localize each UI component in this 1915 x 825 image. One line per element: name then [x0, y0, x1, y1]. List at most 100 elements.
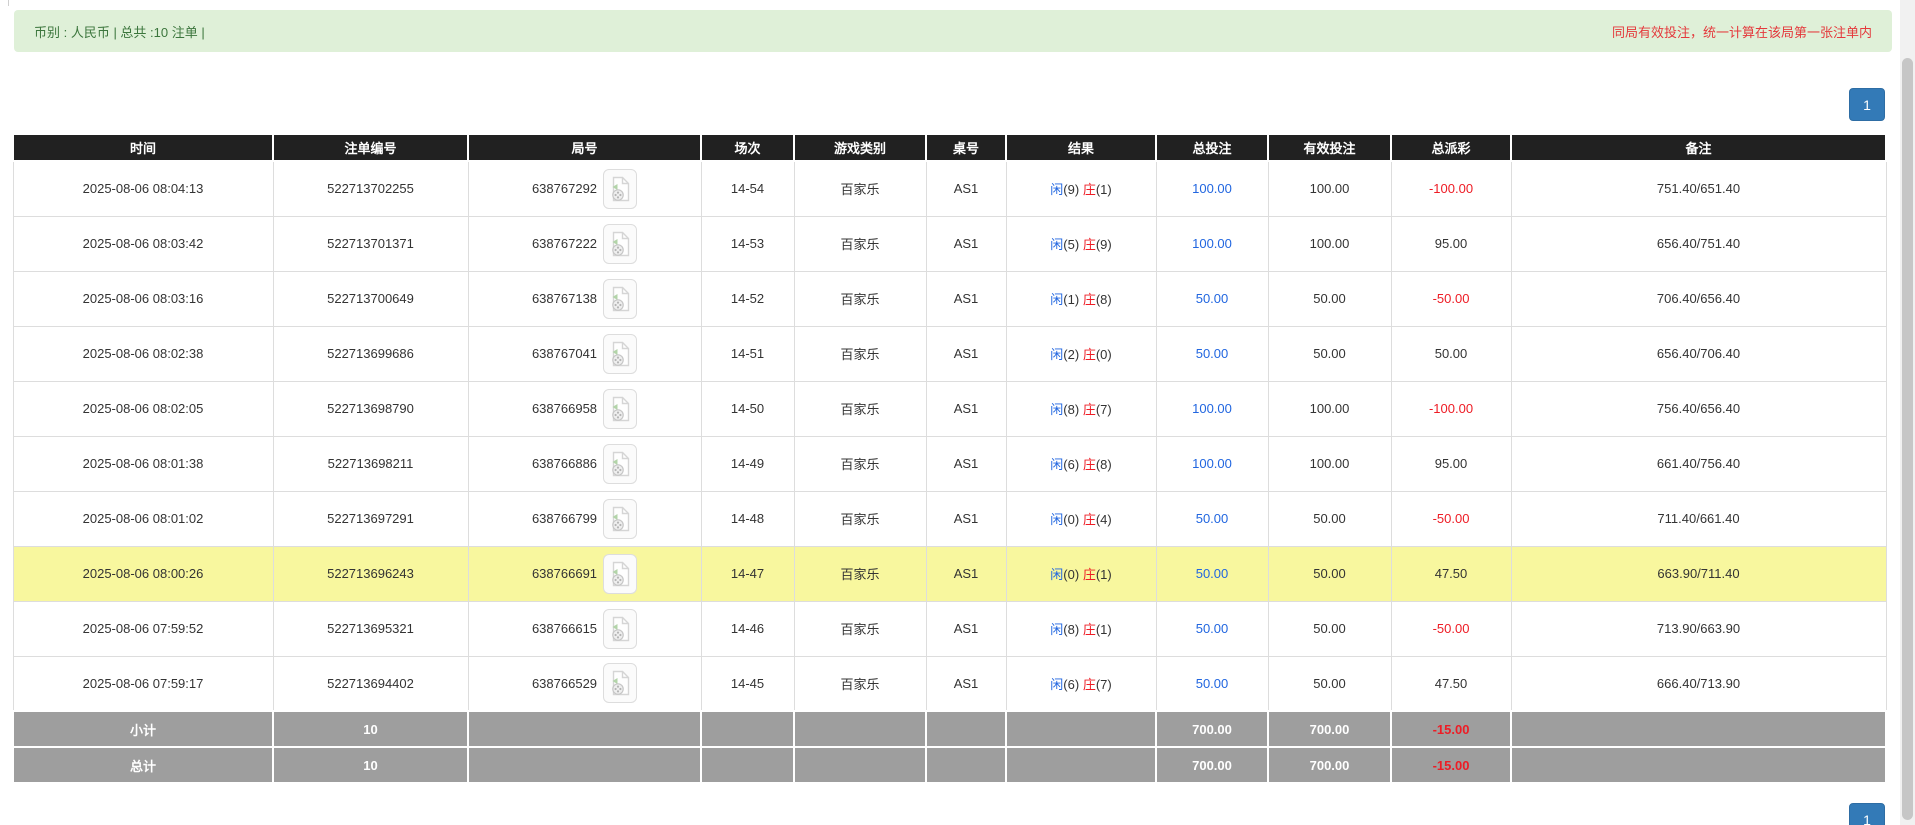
table-row[interactable]: 2025-08-06 08:02:05 522713698790 6387669…: [12, 380, 1887, 437]
video-replay-button[interactable]: [603, 333, 638, 374]
session-cell: 14-45: [700, 655, 795, 712]
pagination-page-1-top[interactable]: 1: [1849, 88, 1885, 121]
remark-cell: 751.40/651.40: [1510, 160, 1887, 217]
payout-cell: -50.00: [1390, 270, 1512, 327]
header-time: 时间: [12, 133, 274, 162]
table-no-cell: AS1: [925, 325, 1007, 382]
valid-bet-cell: 50.00: [1267, 655, 1392, 712]
video-replay-button[interactable]: [603, 608, 638, 649]
remark-cell: 756.40/656.40: [1510, 380, 1887, 437]
table-row[interactable]: 2025-08-06 08:00:26 522713696243 6387666…: [12, 545, 1887, 602]
time-cell: 2025-08-06 07:59:17: [12, 655, 274, 712]
total-count: 10: [272, 746, 469, 784]
time-cell: 2025-08-06 07:59:52: [12, 600, 274, 657]
total-bet-cell: 100.00: [1155, 160, 1269, 217]
total-bet-link[interactable]: 50.00: [1195, 511, 1229, 526]
round-no-cell: 638767222: [467, 215, 702, 272]
table-row[interactable]: 2025-08-06 07:59:17 522713694402 6387665…: [12, 655, 1887, 712]
total-bet-cell: 50.00: [1155, 600, 1269, 657]
subtotal-label: 小计: [12, 710, 274, 748]
game-type-cell: 百家乐: [793, 655, 927, 712]
valid-bet-cell: 50.00: [1267, 600, 1392, 657]
result-banker-score: (1): [1095, 567, 1112, 582]
result-player-score: (5): [1063, 237, 1080, 252]
vertical-scrollbar[interactable]: [1900, 0, 1915, 825]
valid-bet-cell: 50.00: [1267, 490, 1392, 547]
result-banker-score: (4): [1095, 512, 1112, 527]
total-bet-link[interactable]: 100.00: [1192, 456, 1232, 471]
result-banker-label: 庄: [1082, 182, 1096, 198]
payout-cell: 95.00: [1390, 215, 1512, 272]
result-banker-label: 庄: [1082, 622, 1096, 637]
video-replay-button[interactable]: [603, 553, 638, 594]
result-banker-label: 庄: [1082, 402, 1096, 417]
remark-cell: 706.40/656.40: [1510, 270, 1887, 327]
video-replay-icon: [612, 671, 630, 696]
table-row[interactable]: 2025-08-06 08:02:38 522713699686 6387670…: [12, 325, 1887, 382]
total-bet-link[interactable]: 50.00: [1195, 566, 1229, 581]
result-banker-label: 庄: [1082, 347, 1096, 362]
table-row[interactable]: 2025-08-06 08:01:02 522713697291 6387667…: [12, 490, 1887, 547]
video-replay-button[interactable]: [603, 498, 638, 539]
result-player-score: (6): [1063, 676, 1080, 692]
table-header-row: 时间 注单编号 局号 场次 游戏类别 桌号 结果 总投注 有效投注 总派彩 备注: [12, 133, 1887, 162]
session-cell: 14-48: [700, 490, 795, 547]
table-row[interactable]: 2025-08-06 08:03:42 522713701371 6387672…: [12, 215, 1887, 272]
payout-cell: 95.00: [1390, 435, 1512, 492]
result-player-score: (0): [1063, 512, 1080, 527]
time-cell: 2025-08-06 08:01:38: [12, 435, 274, 492]
result-cell: 闲(2) 庄(0): [1005, 325, 1157, 382]
table-row[interactable]: 2025-08-06 07:59:52 522713695321 6387666…: [12, 600, 1887, 657]
video-replay-button[interactable]: [603, 168, 638, 209]
game-type-cell: 百家乐: [793, 325, 927, 382]
video-replay-button[interactable]: [603, 443, 638, 484]
result-player-score: (1): [1063, 292, 1080, 307]
bet-no-cell: 522713694402: [272, 655, 469, 712]
game-type-cell: 百家乐: [793, 270, 927, 327]
time-cell: 2025-08-06 08:03:16: [12, 270, 274, 327]
result-banker-label: 庄: [1082, 457, 1096, 472]
game-type-cell: 百家乐: [793, 600, 927, 657]
header-payout: 总派彩: [1390, 133, 1512, 162]
total-bet-link[interactable]: 50.00: [1195, 346, 1229, 361]
bet-no-cell: 522713702255: [272, 160, 469, 217]
video-replay-button[interactable]: [603, 663, 638, 704]
table-row[interactable]: 2025-08-06 08:01:38 522713698211 6387668…: [12, 435, 1887, 492]
total-bet-link[interactable]: 100.00: [1192, 181, 1232, 197]
total-bet-link[interactable]: 100.00: [1192, 236, 1232, 251]
round-no-text: 638767041: [531, 346, 598, 361]
payout-cell: -50.00: [1390, 600, 1512, 657]
table-no-cell: AS1: [925, 655, 1007, 712]
total-payout: -15.00: [1390, 746, 1512, 784]
panel-edge-divider: [8, 0, 9, 6]
video-replay-icon: [612, 396, 630, 421]
total-bet-link[interactable]: 50.00: [1195, 291, 1229, 306]
time-cell: 2025-08-06 08:04:13: [12, 160, 274, 217]
result-cell: 闲(1) 庄(8): [1005, 270, 1157, 327]
session-cell: 14-46: [700, 600, 795, 657]
valid-bet-cell: 100.00: [1267, 215, 1392, 272]
total-bet-link[interactable]: 100.00: [1192, 401, 1232, 416]
video-replay-button[interactable]: [603, 223, 638, 264]
result-player-score: (8): [1063, 622, 1080, 637]
pagination-page-1-bottom[interactable]: 1: [1849, 803, 1885, 825]
result-banker-score: (9): [1095, 237, 1112, 252]
scrollbar-thumb[interactable]: [1902, 58, 1913, 820]
table-row[interactable]: 2025-08-06 08:03:16 522713700649 6387671…: [12, 270, 1887, 327]
subtotal-row: 小计 10 700.00 700.00 -15.00: [12, 710, 1887, 748]
table-row[interactable]: 2025-08-06 08:04:13 522713702255 6387672…: [12, 160, 1887, 217]
total-bet-link[interactable]: 50.00: [1195, 621, 1229, 636]
total-bet-link[interactable]: 50.00: [1195, 675, 1229, 691]
subtotal-payout: -15.00: [1390, 710, 1512, 748]
result-player-score: (0): [1063, 567, 1080, 582]
result-player-label: 闲: [1050, 457, 1064, 472]
video-replay-button[interactable]: [603, 278, 638, 319]
round-no-text: 638767138: [531, 291, 598, 306]
valid-bet-cell: 100.00: [1267, 435, 1392, 492]
video-replay-icon: [612, 616, 630, 641]
game-type-cell: 百家乐: [793, 380, 927, 437]
result-banker-score: (7): [1095, 402, 1112, 417]
total-bet-cell: 50.00: [1155, 325, 1269, 382]
video-replay-button[interactable]: [603, 388, 638, 429]
